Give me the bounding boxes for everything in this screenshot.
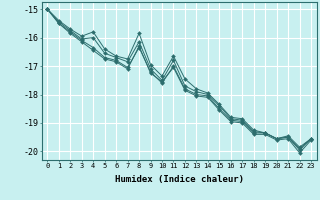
X-axis label: Humidex (Indice chaleur): Humidex (Indice chaleur) xyxy=(115,175,244,184)
